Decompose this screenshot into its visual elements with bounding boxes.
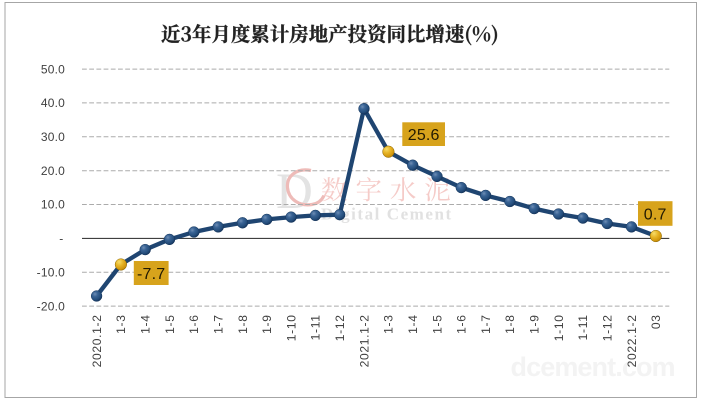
svg-text:2022.1-2: 2022.1-2 xyxy=(625,314,639,367)
svg-text:40.0: 40.0 xyxy=(41,96,65,110)
svg-text:2021.1-2: 2021.1-2 xyxy=(357,314,371,367)
svg-text:0.7: 0.7 xyxy=(644,207,667,224)
svg-text:1-6: 1-6 xyxy=(455,314,469,333)
svg-text:1-6: 1-6 xyxy=(187,314,201,333)
svg-text:Digital Cement: Digital Cement xyxy=(321,205,453,224)
svg-text:30.0: 30.0 xyxy=(41,130,65,144)
svg-text:2020.1-2: 2020.1-2 xyxy=(90,314,104,367)
svg-text:1-3: 1-3 xyxy=(382,314,396,333)
svg-text:1-8: 1-8 xyxy=(503,314,517,333)
svg-text:dcement.com: dcement.com xyxy=(511,352,675,382)
svg-text:1-3: 1-3 xyxy=(114,314,128,333)
svg-text:1-5: 1-5 xyxy=(430,314,444,333)
svg-text:1-9: 1-9 xyxy=(260,314,274,333)
svg-text:1-8: 1-8 xyxy=(236,314,250,333)
svg-text:-: - xyxy=(59,232,63,246)
svg-text:-10.0: -10.0 xyxy=(37,266,65,280)
svg-text:1-11: 1-11 xyxy=(309,314,323,340)
svg-text:1-7: 1-7 xyxy=(212,314,226,333)
svg-text:1-5: 1-5 xyxy=(163,314,177,333)
svg-text:10.0: 10.0 xyxy=(41,198,65,212)
svg-text:1-10: 1-10 xyxy=(284,314,298,341)
svg-text:1-11: 1-11 xyxy=(576,314,590,340)
svg-text:03: 03 xyxy=(649,314,663,329)
svg-text:50.0: 50.0 xyxy=(41,62,65,76)
svg-text:1-9: 1-9 xyxy=(528,314,542,333)
svg-text:-20.0: -20.0 xyxy=(37,299,65,313)
svg-text:1-7: 1-7 xyxy=(479,314,493,333)
svg-text:20.0: 20.0 xyxy=(41,164,65,178)
svg-text:1-10: 1-10 xyxy=(552,314,566,341)
svg-text:-7.7: -7.7 xyxy=(137,266,165,283)
svg-text:1-4: 1-4 xyxy=(139,314,153,333)
svg-text:1-4: 1-4 xyxy=(406,314,420,333)
svg-text:1-12: 1-12 xyxy=(601,314,615,341)
svg-text:1-12: 1-12 xyxy=(333,314,347,341)
svg-text:25.6: 25.6 xyxy=(408,127,440,144)
